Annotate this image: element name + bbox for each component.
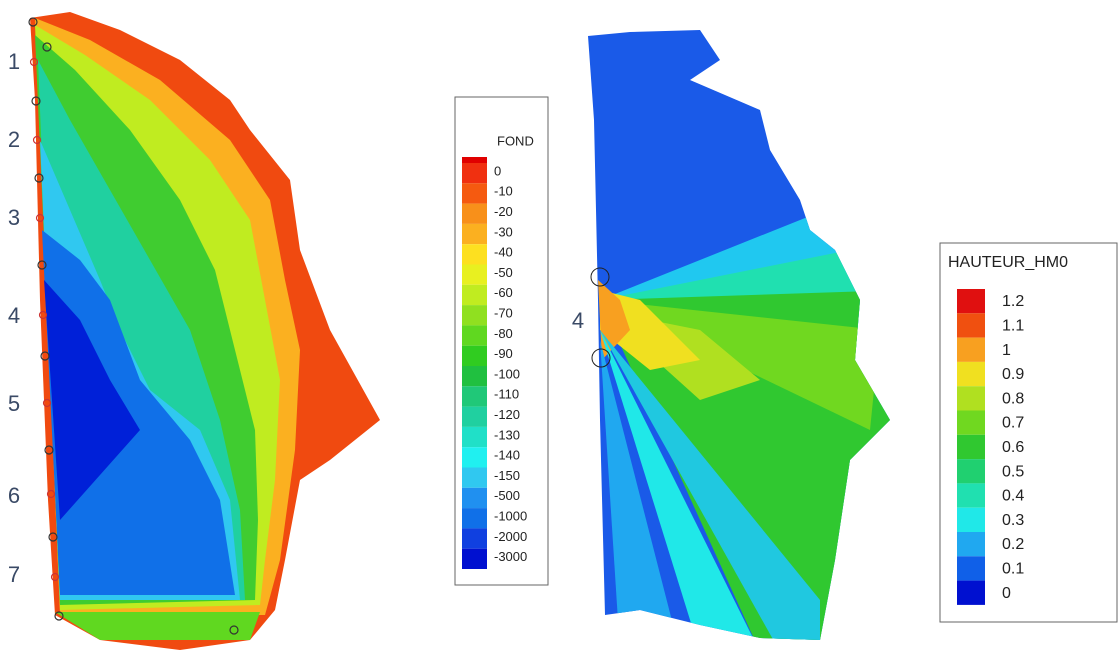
legend-swatch: [957, 289, 985, 313]
legend-swatch: [462, 265, 487, 285]
legend-swatch: [957, 411, 985, 435]
legend-label: 0.2: [1002, 536, 1024, 553]
map-label: 6: [8, 483, 20, 508]
legend-swatch: [462, 346, 487, 366]
legend-label: -60: [494, 285, 513, 300]
map-label: 3: [8, 205, 20, 230]
page: 1 2 3 4 5 6 7 FOND 0 -10 -20 -30 -40 -50 -60 -70 -80 -9…: [0, 0, 1119, 652]
legend-swatch: [462, 508, 487, 528]
legend-swatch: [462, 204, 487, 224]
legend-label: -500: [494, 488, 520, 503]
legend-label: 1.2: [1002, 293, 1024, 310]
legend-swatch: [462, 528, 487, 548]
legend-swatch: [462, 366, 487, 386]
legend-swatch: [957, 459, 985, 483]
right-map: [560, 0, 920, 652]
legend-label: 0.4: [1002, 488, 1024, 505]
legend-swatch: [462, 447, 487, 467]
legend-swatch: [957, 556, 985, 580]
legend-label: -110: [494, 387, 519, 402]
map-label: 7: [8, 562, 20, 587]
legend-label: 0.7: [1002, 415, 1024, 432]
hm0-legend: HAUTEUR_HM0 1.2 1.1 1 0.9 0.8 0.7 0.6 0.5 0.4 0.3…: [940, 243, 1117, 622]
legend-swatch: [462, 305, 487, 325]
map-label: 1: [8, 49, 20, 74]
legend-title: HAUTEUR_HM0: [948, 254, 1068, 271]
legend-label: -150: [494, 468, 520, 483]
legend-swatch: [462, 427, 487, 447]
left-map-labels: 1 2 3 4 5 6 7: [8, 49, 20, 587]
legend-label: 0.3: [1002, 512, 1024, 529]
legend-label: -80: [494, 326, 513, 341]
legend-label: 0.8: [1002, 390, 1024, 407]
legend-label: -3000: [494, 549, 527, 564]
map-label: 2: [8, 127, 20, 152]
legend-label: 0.1: [1002, 561, 1024, 578]
legend-swatch: [462, 285, 487, 305]
legend-swatch: [957, 532, 985, 556]
legend-swatch: [957, 362, 985, 386]
left-map: [0, 0, 420, 652]
legend-swatch: [462, 468, 487, 488]
legend-label: -1000: [494, 509, 527, 524]
legend-swatch: [957, 386, 985, 410]
legend-swatch: [462, 163, 487, 183]
legend-label: -10: [494, 184, 513, 199]
legend-label: 1: [1002, 342, 1011, 359]
legend-label: -90: [494, 346, 513, 361]
legend-swatch: [462, 407, 487, 427]
legend-label: -2000: [494, 529, 527, 544]
legend-label: 0: [1002, 585, 1011, 602]
legend-label: 0: [494, 163, 501, 178]
legend-swatch: [462, 244, 487, 264]
figure: 1 2 3 4 5 6 7 FOND 0 -10 -20 -30 -40 -50 -60 -70 -80 -9…: [0, 0, 1119, 652]
legend-label: -100: [494, 366, 520, 381]
legend-swatch: [462, 386, 487, 406]
map-label: 4: [572, 308, 584, 333]
legend-label: -130: [494, 427, 520, 442]
legend-label: -120: [494, 407, 520, 422]
legend-swatch: [462, 488, 487, 508]
legend-label: -40: [494, 245, 513, 260]
legend-label: 0.5: [1002, 463, 1024, 480]
legend-swatch: [462, 157, 487, 163]
legend-label: -20: [494, 204, 513, 219]
legend-swatch: [462, 549, 487, 569]
legend-swatch: [462, 183, 487, 203]
legend-label: -50: [494, 265, 513, 280]
legend-swatch: [957, 338, 985, 362]
legend-swatch: [957, 435, 985, 459]
map-label: 5: [8, 391, 20, 416]
legend-title: FOND: [497, 133, 534, 148]
fond-legend: FOND 0 -10 -20 -30 -40 -50 -60 -70 -80 -90 -100 -11…: [455, 97, 548, 585]
legend-label: 1.1: [1002, 318, 1024, 335]
legend-swatch: [462, 224, 487, 244]
legend-swatch: [462, 325, 487, 345]
legend-label: -30: [494, 224, 513, 239]
legend-label: -70: [494, 306, 513, 321]
map-label: 4: [8, 303, 20, 328]
legend-swatch: [957, 483, 985, 507]
legend-swatch: [957, 581, 985, 605]
legend-label: 0.9: [1002, 366, 1024, 383]
legend-label: 0.6: [1002, 439, 1024, 456]
legend-swatch: [957, 508, 985, 532]
legend-label: -140: [494, 448, 520, 463]
legend-swatch: [957, 313, 985, 337]
